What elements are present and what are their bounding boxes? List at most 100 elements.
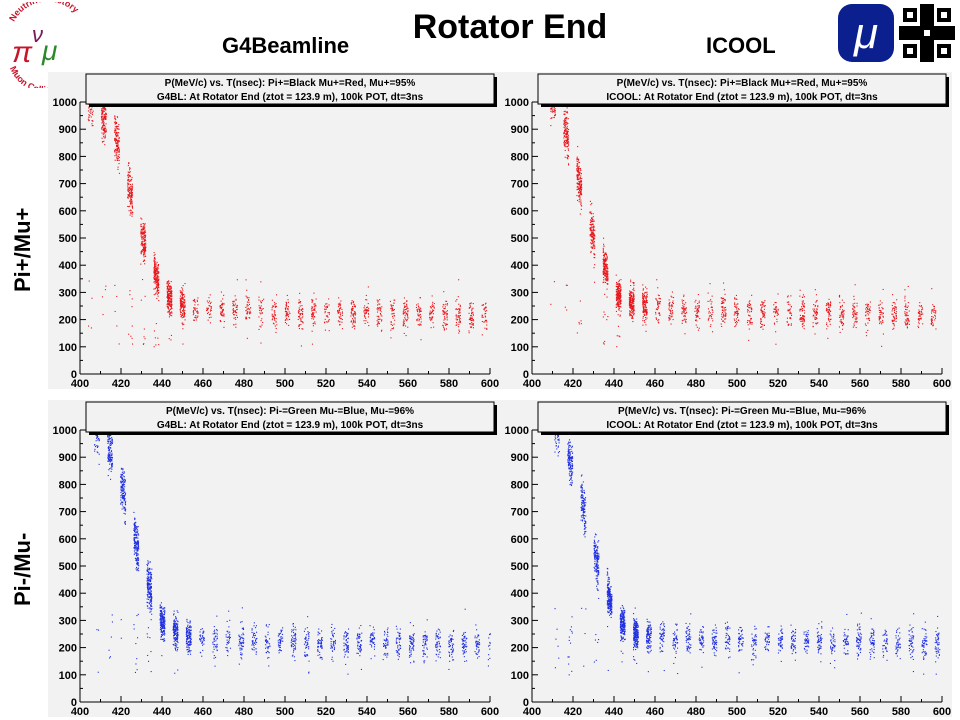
scatter-point xyxy=(738,308,740,310)
scatter-point xyxy=(285,301,287,303)
scatter-point xyxy=(803,296,805,298)
scatter-point xyxy=(803,315,805,317)
scatter-point xyxy=(393,302,395,304)
scatter-point xyxy=(855,316,857,318)
scatter-point xyxy=(455,318,457,320)
scatter-point xyxy=(299,305,301,307)
scatter-point xyxy=(580,180,582,182)
scatter-point xyxy=(668,308,670,310)
scatter-point xyxy=(116,145,118,147)
scatter-point xyxy=(854,321,856,323)
scatter-point xyxy=(470,314,472,316)
scatter-point xyxy=(895,313,897,315)
scatter-point xyxy=(157,295,159,297)
scatter-point xyxy=(149,588,151,590)
scatter-point xyxy=(932,309,934,311)
scatter-point xyxy=(210,301,212,303)
scatter-point xyxy=(182,290,184,292)
scatter-point xyxy=(604,278,606,280)
scatter-point xyxy=(646,301,648,303)
scatter-point xyxy=(246,297,248,299)
scatter-point xyxy=(593,267,595,269)
scatter-point xyxy=(459,308,461,310)
scatter-point xyxy=(154,283,156,285)
scatter-point xyxy=(300,320,302,322)
scatter-point xyxy=(630,302,632,304)
scatter-point xyxy=(672,319,674,321)
scatter-point xyxy=(695,306,697,308)
scatter-point xyxy=(615,310,617,312)
scatter-point xyxy=(145,240,147,242)
scatter-point xyxy=(803,309,805,311)
scatter-point xyxy=(631,298,633,300)
scatter-point xyxy=(919,312,921,314)
scatter-point xyxy=(248,303,250,305)
scatter-point xyxy=(387,635,389,637)
scatter-point xyxy=(565,142,567,144)
scatter-point xyxy=(114,138,116,140)
scatter-point xyxy=(565,111,567,113)
scatter-point xyxy=(297,318,299,320)
scatter-point xyxy=(642,306,644,308)
scatter-point xyxy=(151,605,153,607)
scatter-point xyxy=(154,270,156,272)
scatter-point xyxy=(470,317,472,319)
scatter-point xyxy=(563,126,565,128)
scatter-point xyxy=(208,297,210,299)
scatter-point xyxy=(109,458,111,460)
scatter-point xyxy=(841,315,843,317)
scatter-point xyxy=(394,299,396,301)
scatter-point xyxy=(325,306,327,308)
scatter-point xyxy=(91,120,93,122)
scatter-point xyxy=(267,640,269,642)
scatter-point xyxy=(446,316,448,318)
scatter-point xyxy=(246,337,248,339)
scatter-point xyxy=(443,328,445,330)
scatter-point xyxy=(116,152,118,154)
scatter-point xyxy=(629,301,631,303)
scatter-point xyxy=(368,309,370,311)
scatter-point xyxy=(157,283,159,285)
scatter-point xyxy=(618,335,620,337)
scatter-point xyxy=(116,138,118,140)
scatter-point xyxy=(567,112,569,114)
scatter-point xyxy=(135,546,137,548)
scatter-point xyxy=(168,310,170,312)
scatter-point xyxy=(632,299,634,301)
scatter-point xyxy=(131,185,133,187)
scatter-point xyxy=(550,117,552,119)
scatter-point xyxy=(102,122,104,124)
scatter-point xyxy=(642,300,644,302)
scatter-point xyxy=(644,300,646,302)
scatter-point xyxy=(736,320,738,322)
scatter-point xyxy=(143,232,145,234)
scatter-point xyxy=(578,191,580,193)
scatter-point xyxy=(182,304,184,306)
scatter-point xyxy=(484,307,486,309)
scatter-point xyxy=(841,305,843,307)
scatter-point xyxy=(158,287,160,289)
scatter-point xyxy=(167,306,169,308)
scatter-point xyxy=(287,306,289,308)
scatter-point xyxy=(418,306,420,308)
scatter-point xyxy=(275,305,277,307)
scatter-point xyxy=(116,126,118,128)
scatter-point xyxy=(88,325,90,327)
scatter-point xyxy=(565,122,567,124)
scatter-point xyxy=(764,300,766,302)
scatter-point xyxy=(275,317,277,319)
scatter-point xyxy=(685,321,687,323)
scatter-point xyxy=(307,642,309,644)
scatter-point xyxy=(646,311,648,313)
scatter-point xyxy=(301,312,303,314)
scatter-point xyxy=(258,307,260,309)
scatter-point xyxy=(312,313,314,315)
scatter-point xyxy=(155,267,157,269)
scatter-point xyxy=(182,324,184,326)
scatter-point xyxy=(101,122,103,124)
scatter-point xyxy=(312,314,314,316)
fermilab-logo xyxy=(899,4,955,62)
scatter-point xyxy=(245,279,247,281)
scatter-point xyxy=(589,227,591,229)
scatter-point xyxy=(274,306,276,308)
